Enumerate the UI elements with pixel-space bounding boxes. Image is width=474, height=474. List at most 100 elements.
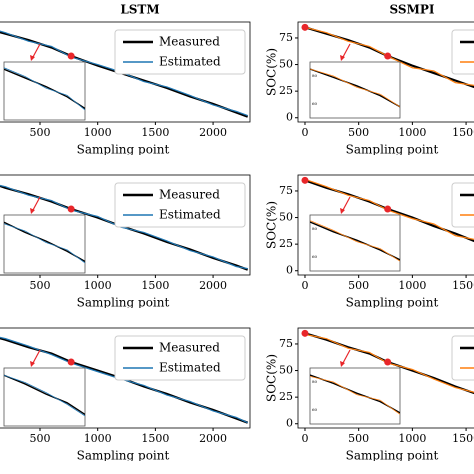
legend-label: Estimated [159,208,221,222]
plot-frame [0,327,251,429]
inset-frame [309,61,401,119]
x-tick-label: 1000 [398,279,426,292]
x-tick-label: 1000 [84,279,112,292]
series-line [4,223,85,264]
chart-title: LSTM [120,3,159,17]
y-tick-label: 0 [286,264,293,277]
x-tick-label: 500 [348,279,369,292]
arrow [342,43,351,58]
x-tick-label: 1500 [141,126,169,139]
y-tick-label: 25 [279,237,293,250]
legend-label: Measured [159,188,220,202]
x-tick-label: 500 [348,432,369,445]
series-line [4,374,85,416]
x-tick-label: 1000 [84,432,112,445]
inset-tick-label: 80 [312,226,318,231]
arrow [342,349,351,364]
inset [4,221,85,264]
y-tick-label: 50 [279,364,293,377]
x-axis-label: Sampling point [346,143,439,156]
series-line [310,68,400,108]
inset [310,68,400,108]
x-tick-label: 500 [30,126,51,139]
y-axis-label: SOC(%) [265,201,279,249]
y-tick-label: 0 [286,111,293,124]
series-line [304,178,474,240]
series-line [304,26,474,87]
x-tick-label: 0 [301,279,308,292]
x-tick-label: 2000 [199,279,227,292]
plot-frame [0,174,251,276]
highlight-marker [67,205,75,213]
series-line [4,221,85,263]
arrow-head [340,55,345,61]
inset [310,220,400,262]
legend-label: Estimated [159,55,221,69]
x-axis-label: Sampling point [77,296,170,309]
chart-panel: Sampling point 500 1000 1500 2000 Measured Est… [0,327,251,462]
highlight-marker [384,358,392,366]
y-axis-label: SOC(%) [265,48,279,96]
x-axis-label: Sampling point [346,449,439,462]
plot-frame [297,21,474,123]
series-line [304,26,474,89]
highlight-marker [301,329,309,337]
x-tick-label: 1500 [452,279,474,292]
legend-box [451,335,474,381]
arrow-head [30,55,35,61]
legend-label: Measured [159,341,220,355]
inset-tick-label: 60 [312,407,318,412]
x-axis-label: Sampling point [77,449,170,462]
inset-tick-label: 60 [312,254,318,259]
series-line [310,220,400,262]
x-tick-label: 1000 [84,126,112,139]
legend-label: Estimated [159,361,221,375]
arrow-head [30,208,35,214]
arrow-head [340,208,345,214]
series-line [4,68,85,110]
highlight-marker [301,23,309,31]
inset-frame [3,367,86,427]
x-tick-label: 500 [30,279,51,292]
chart-panel: Sampling point SOC(%) 0 500 1000 1500 0 25 50 75 6… [265,327,474,462]
y-tick-label: 25 [279,84,293,97]
series-line [310,68,400,108]
arrow-head [30,361,35,367]
chart-panel: LSTM Sampling point 500 1000 1500 2000 Measure… [0,3,251,156]
x-axis-label: Sampling point [77,143,170,156]
highlight-marker [301,176,309,184]
x-tick-label: 2000 [199,126,227,139]
x-tick-label: 2000 [199,432,227,445]
x-tick-label: 1500 [141,279,169,292]
legend-box [451,29,474,75]
x-tick-label: 1500 [452,432,474,445]
chart-panel: Sampling point SOC(%) 0 500 1000 1500 0 25 50 75 6… [265,174,474,308]
inset-tick-label: 80 [312,73,318,78]
series-line [4,67,85,111]
series-line [4,374,85,417]
series-line [310,221,400,261]
plot-frame [297,174,474,276]
inset [4,374,85,417]
inset [310,374,400,415]
highlight-marker [384,205,392,213]
x-tick-label: 0 [301,126,308,139]
x-tick-label: 1500 [452,126,474,139]
inset-frame [3,214,86,274]
x-tick-label: 500 [348,126,369,139]
arrow [32,349,41,364]
y-axis-label: SOC(%) [265,354,279,402]
plot-frame [297,327,474,429]
inset-tick-label: 80 [312,379,318,384]
series-line [304,333,474,393]
chart-panel: SSMPI Sampling point SOC(%) 0 500 1000 1500 0 25… [265,3,474,156]
highlight-marker [67,52,75,60]
inset-frame [309,214,401,272]
chart-panel: Sampling point 500 1000 1500 2000 Measured Est… [0,174,251,309]
y-tick-label: 75 [279,184,293,197]
y-tick-label: 25 [279,390,293,403]
series-line [310,374,400,414]
x-tick-label: 1000 [398,126,426,139]
legend-box [451,182,474,228]
